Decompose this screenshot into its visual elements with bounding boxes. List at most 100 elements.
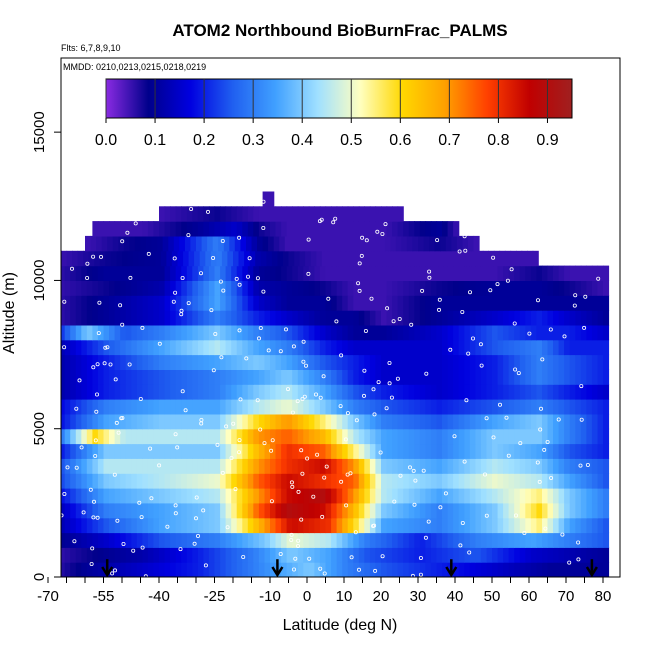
heatmap-cell: [159, 532, 166, 548]
heatmap-cell: [569, 384, 576, 400]
heatmap-cell: [308, 324, 315, 341]
heatmap-cell: [580, 443, 587, 459]
heatmap-cell: [553, 384, 560, 400]
heatmap-cell: [319, 458, 327, 474]
heatmap-cell: [147, 547, 155, 563]
heatmap-cell: [225, 562, 232, 577]
heatmap-cell: [475, 488, 482, 504]
sample-point: [464, 398, 469, 403]
heatmap-cell: [410, 250, 417, 267]
heatmap-cell: [81, 324, 88, 341]
heatmap-cell: [392, 399, 399, 415]
heatmap-cell: [436, 295, 443, 311]
heatmap-cell: [580, 488, 587, 504]
heatmap-cell: [564, 562, 571, 577]
heatmap-cell: [114, 221, 121, 237]
sample-point: [300, 471, 305, 476]
heatmap-cell: [514, 517, 521, 534]
heatmap-cell: [186, 206, 193, 222]
heatmap-cell: [414, 547, 421, 563]
heatmap-cell: [525, 488, 532, 504]
sample-point: [278, 349, 283, 354]
heatmap-cell: [97, 488, 105, 504]
heatmap-cell: [514, 532, 521, 548]
heatmap-cell: [342, 517, 349, 534]
heatmap-cell: [159, 310, 166, 326]
heatmap-cell: [164, 458, 171, 474]
heatmap-cell: [270, 310, 277, 326]
colorbar-tick-label: 0.2: [193, 132, 215, 149]
heatmap-cell: [453, 265, 460, 281]
heatmap-cell: [75, 547, 82, 563]
heatmap-cell: [386, 488, 393, 504]
heatmap-cell: [347, 443, 354, 459]
heatmap-cell: [430, 399, 438, 415]
heatmap-cell: [81, 310, 88, 326]
heatmap-cell: [136, 354, 143, 370]
heatmap-cell: [569, 428, 576, 445]
heatmap-cell: [125, 443, 132, 459]
heatmap-cell: [125, 473, 132, 489]
heatmap-cell: [475, 310, 482, 326]
heatmap-cell: [397, 532, 404, 548]
heatmap-cell: [442, 502, 449, 519]
heatmap-cell: [553, 488, 560, 504]
heatmap-cell: [580, 517, 587, 534]
heatmap-cell: [364, 369, 371, 385]
heatmap-cell: [547, 354, 554, 370]
heatmap-cell: [508, 488, 515, 504]
heatmap-cell: [473, 235, 480, 252]
heatmap-cell: [397, 443, 404, 459]
heatmap-cell: [147, 354, 155, 370]
heatmap-cell: [186, 517, 193, 534]
heatmap-cell: [192, 428, 199, 445]
sample-point: [157, 341, 162, 346]
heatmap-cell: [262, 191, 269, 207]
heatmap-cell: [208, 221, 216, 237]
heatmap-cell: [423, 235, 430, 252]
heatmap-cell: [61, 547, 66, 563]
heatmap-cell: [469, 488, 476, 504]
heatmap-cell: [419, 428, 427, 445]
heatmap-cell: [125, 221, 132, 237]
heatmap-cell: [170, 517, 177, 534]
heatmap-cell: [386, 532, 393, 548]
heatmap-cell: [419, 458, 427, 474]
heatmap-cell: [255, 250, 262, 267]
heatmap-cell: [480, 517, 488, 534]
heatmap-cell: [231, 206, 238, 222]
heatmap-cell: [92, 488, 99, 504]
heatmap-cell: [603, 384, 610, 400]
heatmap-cell: [147, 295, 155, 311]
sample-point: [513, 367, 518, 372]
heatmap-cell: [103, 443, 110, 459]
heatmap-cell: [236, 206, 243, 222]
heatmap-cell: [251, 235, 258, 252]
heatmap-cell: [308, 502, 315, 519]
heatmap-cell: [275, 280, 282, 296]
heatmap-cell: [253, 265, 260, 281]
heatmap-cell: [64, 488, 71, 504]
heatmap-cell: [70, 547, 77, 563]
heatmap-cell: [92, 324, 99, 341]
heatmap-cell: [453, 532, 460, 548]
heatmap-cell: [319, 547, 327, 563]
heatmap-cell: [558, 369, 565, 385]
heatmap-cell: [286, 428, 293, 445]
heatmap-cell: [131, 310, 138, 326]
heatmap-cell: [464, 280, 471, 296]
heatmap-cell: [203, 399, 210, 415]
heatmap-cell: [131, 517, 138, 534]
x-tick-label: -40: [148, 588, 170, 605]
sample-point: [354, 418, 359, 423]
heatmap-cell: [314, 384, 321, 400]
heatmap-cell: [264, 413, 271, 430]
heatmap-cell: [136, 517, 143, 534]
heatmap-cell: [175, 384, 182, 400]
heatmap-cell: [253, 280, 260, 296]
heatmap-cell: [403, 265, 410, 281]
heatmap-cell: [70, 280, 77, 296]
heatmap-cell: [236, 280, 243, 296]
heatmap-cell: [70, 517, 77, 534]
